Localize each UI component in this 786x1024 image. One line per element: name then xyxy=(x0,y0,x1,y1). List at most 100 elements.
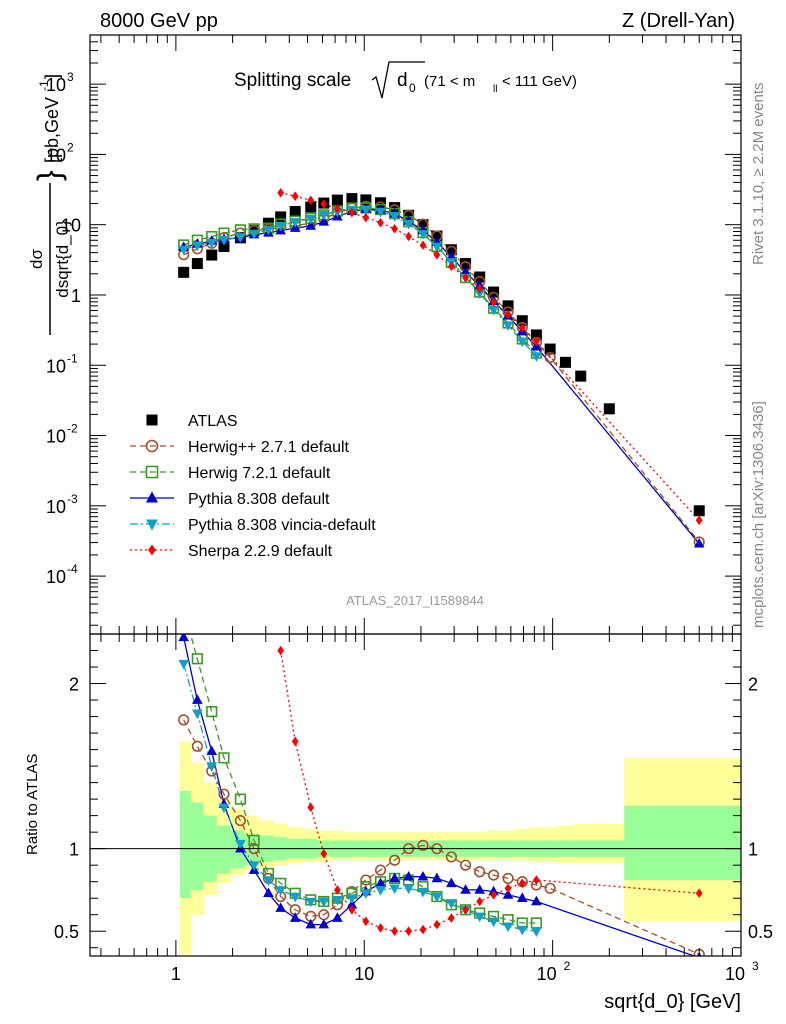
atlas-point-3 xyxy=(218,240,230,252)
sherpa-2-2-9-default-ratio-point-11 xyxy=(433,919,441,930)
pythia-8-308-vincia-default-main-point-18 xyxy=(431,242,443,253)
chart-title: Splitting scale xyxy=(234,70,351,91)
ratio-tick-label-right-2: 2 xyxy=(748,675,758,695)
sherpa-2-2-9-default-main-point-8 xyxy=(391,223,399,234)
sherpa-2-2-9-default-ratio-point-4 xyxy=(334,885,341,895)
pythia-8-308-vincia-default-ratio-point-22 xyxy=(488,917,499,928)
legend-marker-pythia-8-308-vincia-default xyxy=(146,519,158,531)
ratio-tick-label-left-1: 1 xyxy=(69,840,79,860)
header-right: Z (Drell-Yan) xyxy=(622,10,735,32)
pythia-8-308-default-ratio-point-25 xyxy=(531,895,542,906)
pythia-8-308-vincia-default-main-point-17 xyxy=(417,230,429,240)
pythia-8-308-vincia-default-ratio-point-14 xyxy=(375,886,386,896)
main-ylabel: dσ dsqrt{d_0} } [pb,GeV -1 ] xyxy=(27,74,72,335)
pythia-8-308-vincia-default-ratio-point-11 xyxy=(332,896,343,906)
herwig-2-7-1-default-ratio-point-22 xyxy=(487,869,500,881)
x-tick-label-100: 10 xyxy=(537,964,557,984)
sherpa-2-2-9-default-ratio-point-15 xyxy=(490,890,497,900)
green-band-1 xyxy=(190,802,204,890)
sherpa-2-2-9-default-main-point-0 xyxy=(277,188,285,198)
pythia-8-308-default-ratio-point-21 xyxy=(474,884,485,894)
sherpa-2-2-9-default-main-point-19 xyxy=(695,515,703,526)
atlas-point-28 xyxy=(575,370,587,382)
pythia-8-308-vincia-default-ratio-point-23 xyxy=(502,922,514,933)
y-tick-label-main-2: 10 xyxy=(46,427,66,447)
atlas-point-26 xyxy=(544,343,556,355)
sherpa-2-2-9-default-ratio-point-5 xyxy=(348,904,356,915)
sherpa-2-2-9-default-ratio-point-10 xyxy=(419,924,427,935)
pythia-8-308-vincia-default-main-point-21 xyxy=(474,289,485,299)
pythia-8-308-default-ratio-point-1 xyxy=(192,694,203,704)
pythia-8-308-vincia-default-main-point-22 xyxy=(488,305,499,316)
pythia-8-308-vincia-default-ratio-point-9 xyxy=(305,897,317,908)
sherpa-2-2-9-default-ratio-point-17 xyxy=(518,878,526,889)
herwig-7-2-1-default-ratio-point-4 xyxy=(234,793,246,805)
sherpa-2-2-9-default-main-point-13 xyxy=(462,272,469,283)
pythia-8-308-default-ratio-point-18 xyxy=(431,872,443,883)
pythia-8-308-default-ratio-line xyxy=(183,637,697,956)
sherpa-2-2-9-default-ratio-point-18 xyxy=(533,875,540,885)
green-band-0 xyxy=(179,790,192,899)
legend-label-pythia-8-308-vincia-default: Pythia 8.308 vincia-default xyxy=(188,517,376,534)
atlas-point-0 xyxy=(178,266,190,278)
sherpa-2-2-9-default-main-point-7 xyxy=(377,217,384,228)
sherpa-2-2-9-default-main-point-14 xyxy=(476,283,484,294)
ylabel-unit: [pb,GeV xyxy=(42,97,62,163)
pythia-8-308-vincia-default-main-point-15 xyxy=(389,212,400,222)
pythia-8-308-default-main-point-10 xyxy=(318,216,330,226)
x-tick-label-1: 1 xyxy=(171,964,181,984)
pythia-8-308-vincia-default-main-point-8 xyxy=(289,218,301,228)
sherpa-2-2-9-default-main-point-11 xyxy=(433,250,441,260)
atlas-point-27 xyxy=(559,356,571,368)
pythia-8-308-vincia-default-main-point-0 xyxy=(178,245,189,256)
sherpa-2-2-9-default-main-point-2 xyxy=(307,195,315,206)
pythia-8-308-vincia-default-ratio-point-13 xyxy=(360,889,372,900)
pythia-8-308-vincia-default-main-point-9 xyxy=(305,215,317,225)
header-left: 8000 GeV pp xyxy=(100,10,218,32)
legend-marker-atlas xyxy=(146,414,158,426)
sherpa-2-2-9-default-main-point-17 xyxy=(518,323,526,333)
atlas-point-8 xyxy=(289,206,301,218)
title-range-b: < 111 GeV) xyxy=(502,73,577,90)
herwig-7-2-1-default-ratio-point-5 xyxy=(248,834,260,847)
sherpa-2-2-9-default-main-point-15 xyxy=(490,297,497,307)
y-tick-label-main-7: 10 xyxy=(46,75,66,95)
pythia-8-308-vincia-default-ratio-point-24 xyxy=(516,925,528,936)
pythia-8-308-vincia-default-ratio-point-25 xyxy=(531,927,542,938)
pythia-8-308-default-ratio-point-7 xyxy=(275,902,286,912)
pythia-8-308-default-main-point-9 xyxy=(305,220,317,230)
pythia-8-308-vincia-default-main-point-16 xyxy=(403,219,414,230)
pythia-8-308-default-ratio-point-6 xyxy=(263,887,274,898)
pythia-8-308-vincia-default-ratio-point-18 xyxy=(431,892,443,903)
x-tick-label-1000: 10 xyxy=(725,964,745,984)
pythia-8-308-vincia-default-main-point-1 xyxy=(192,241,203,252)
pythia-8-308-default-ratio-point-0 xyxy=(178,634,189,642)
sherpa-2-2-9-default-main-point-16 xyxy=(504,309,512,320)
ratio-tick-label-right-1: 1 xyxy=(748,840,758,860)
x-tick-label-10: 10 xyxy=(354,964,374,984)
sherpa-2-2-9-default-ratio-point-8 xyxy=(391,926,399,937)
herwig-2-7-1-default-ratio-point-23 xyxy=(502,872,514,884)
pythia-8-308-vincia-default-ratio-point-17 xyxy=(417,887,429,898)
pythia-8-308-vincia-default-ratio-point-7 xyxy=(275,886,286,896)
sherpa-2-2-9-default-main-point-10 xyxy=(419,240,427,251)
ratio-series-lines xyxy=(183,634,700,956)
pythia-8-308-vincia-default-ratio-point-6 xyxy=(263,876,274,886)
herwig-2-7-1-default-main-point-26 xyxy=(544,351,556,364)
sherpa-2-2-9-default-ratio-point-1 xyxy=(291,736,299,747)
herwig-2-7-1-default-ratio-point-14 xyxy=(374,864,387,876)
pythia-8-308-vincia-default-main-point-3 xyxy=(218,235,230,246)
analysis-id: ATLAS_2017_I1589844 xyxy=(346,593,484,608)
pythia-8-308-vincia-default-main-point-25 xyxy=(531,352,542,362)
pythia-8-308-vincia-default-ratio-point-2 xyxy=(206,762,218,772)
pythia-8-308-default-ratio-point-9 xyxy=(305,918,317,929)
sherpa-2-2-9-default-main-point-18 xyxy=(533,336,540,347)
sherpa-2-2-9-default-ratio-point-16 xyxy=(504,883,512,894)
y-tick-label-main-4: 1 xyxy=(71,286,81,306)
pythia-8-308-default-ratio-point-20 xyxy=(460,884,471,894)
pythia-8-308-vincia-default-main-point-14 xyxy=(375,207,386,218)
pythia-8-308-default-ratio-point-16 xyxy=(403,870,414,881)
pythia-8-308-vincia-default-main-point-2 xyxy=(206,238,218,249)
pythia-8-308-vincia-default-main-point-4 xyxy=(235,233,246,243)
